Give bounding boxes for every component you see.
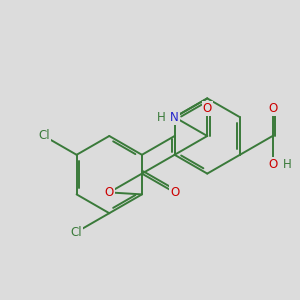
Text: O: O — [202, 102, 212, 115]
Text: H: H — [158, 111, 166, 124]
Text: O: O — [268, 158, 277, 171]
Text: Cl: Cl — [38, 130, 50, 142]
Text: O: O — [170, 186, 179, 199]
Text: N: N — [170, 111, 179, 124]
Text: O: O — [268, 102, 277, 115]
Text: H: H — [283, 158, 292, 171]
Text: Cl: Cl — [71, 226, 82, 238]
Text: O: O — [105, 186, 114, 199]
